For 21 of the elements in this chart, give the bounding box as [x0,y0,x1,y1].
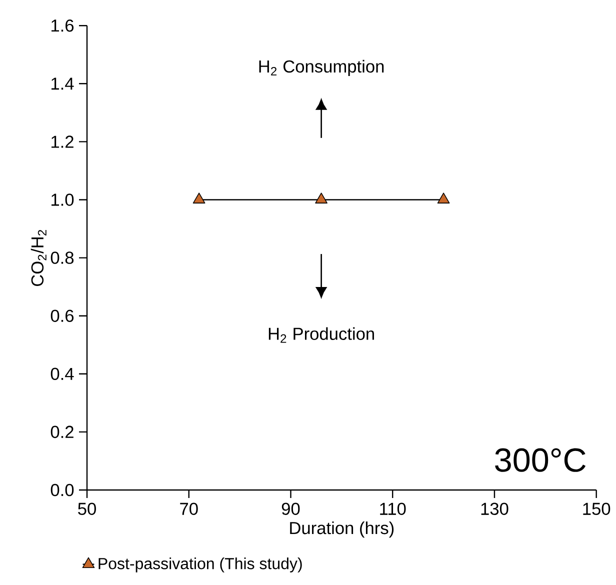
annotation: H$_{2}$ Consumption [259,60,384,76]
y-tick-label: 1.6 [52,19,74,32]
y-tick-label: 0.4 [50,368,74,380]
y-tick-label: 0.6 [50,310,74,322]
x-tick-label: 50 [78,502,96,515]
annotation: 300°C [495,448,586,472]
x-tick-label: 110 [380,502,406,515]
y-tick-label: 1.4 [52,78,74,90]
x-tick-label: 90 [282,502,300,515]
x-tick-label: 150 [583,502,610,515]
x-tick-label: 130 [481,502,508,515]
annotation: H$_{2}$ Production [268,327,374,343]
x-tick-label: 70 [180,502,198,515]
y-tick-label: 0.8 [50,252,74,264]
legend-label: Post-passivation (This study) [98,558,302,572]
y-tick-label: 1.2 [52,136,74,148]
x-axis-title: Duration (hrs) [290,521,394,538]
y-tick-label: 0.0 [50,484,74,496]
y-axis-title: CO$_{2}$/H$_{2}$ [30,230,46,286]
y-tick-label: 1.0 [52,194,74,206]
y-tick-label: 0.2 [50,426,74,438]
